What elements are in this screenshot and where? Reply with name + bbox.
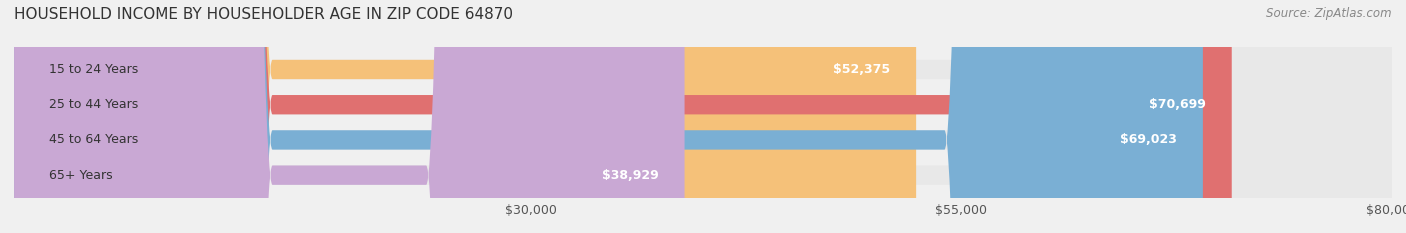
FancyBboxPatch shape [14,0,1392,233]
FancyBboxPatch shape [14,0,1232,233]
FancyBboxPatch shape [14,0,1392,233]
Text: 45 to 64 Years: 45 to 64 Years [48,134,138,146]
Text: 25 to 44 Years: 25 to 44 Years [48,98,138,111]
Text: HOUSEHOLD INCOME BY HOUSEHOLDER AGE IN ZIP CODE 64870: HOUSEHOLD INCOME BY HOUSEHOLDER AGE IN Z… [14,7,513,22]
Text: $69,023: $69,023 [1121,134,1177,146]
Text: $52,375: $52,375 [834,63,890,76]
FancyBboxPatch shape [14,0,1204,233]
Text: $70,699: $70,699 [1149,98,1206,111]
FancyBboxPatch shape [14,0,1392,233]
Text: Source: ZipAtlas.com: Source: ZipAtlas.com [1267,7,1392,20]
FancyBboxPatch shape [14,0,1392,233]
Text: 65+ Years: 65+ Years [48,169,112,182]
Text: $38,929: $38,929 [602,169,659,182]
Text: 15 to 24 Years: 15 to 24 Years [48,63,138,76]
FancyBboxPatch shape [14,0,917,233]
FancyBboxPatch shape [14,0,685,233]
